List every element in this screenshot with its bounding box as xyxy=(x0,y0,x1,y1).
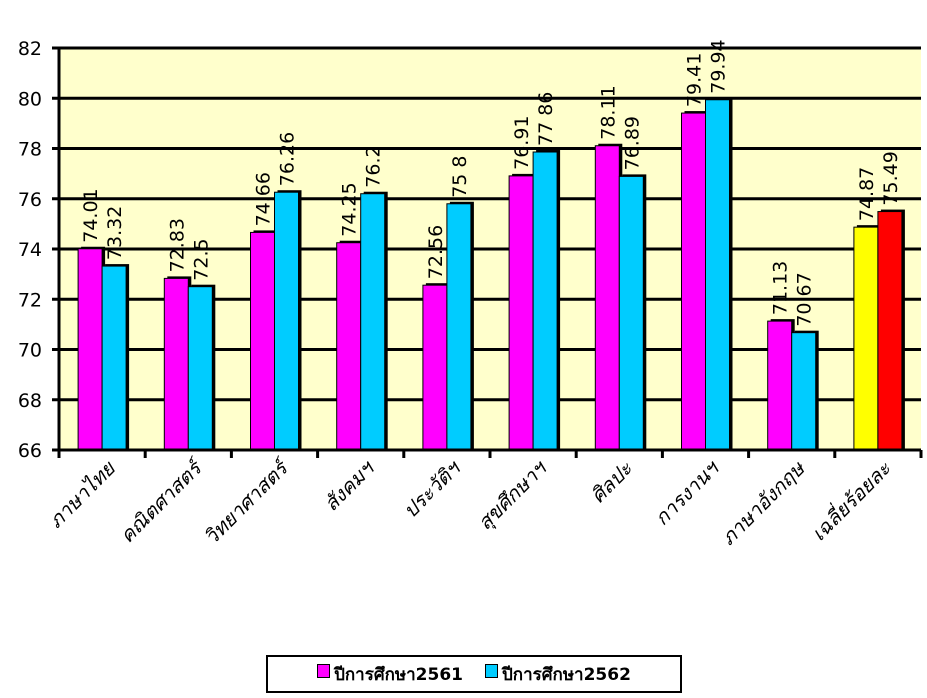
y-tick-label: 66 xyxy=(18,440,42,462)
bar-0-7 xyxy=(681,112,706,451)
bar-0-2 xyxy=(250,231,275,451)
y-tick-label: 78 xyxy=(18,139,42,161)
x-category-label: คณิตศาสตร์ xyxy=(115,454,209,548)
data-label: 76.89 xyxy=(621,116,643,170)
data-label: 75 8 xyxy=(449,155,471,197)
x-category-label: ภาษาไทย xyxy=(43,456,120,533)
data-label: 71.13 xyxy=(770,261,792,315)
data-label: 79.94 xyxy=(708,39,730,93)
bar-1-3 xyxy=(360,193,386,451)
bar-1-2 xyxy=(274,191,299,451)
bars xyxy=(77,97,905,451)
bar-0-4 xyxy=(422,284,448,451)
bar-1-4 xyxy=(446,203,472,451)
legend-label-2561: ปีการศึกษา2561 xyxy=(334,664,463,685)
y-tick-label: 68 xyxy=(18,390,42,412)
x-category-label: ศิลปะ xyxy=(586,456,638,508)
x-category-label: ประวัติฯ xyxy=(398,455,465,522)
bar-0-0 xyxy=(77,248,103,451)
data-label: 77 86 xyxy=(535,92,557,146)
data-label: 74.01 xyxy=(80,188,102,242)
bar-1-5 xyxy=(532,151,558,451)
data-label: 72.5 xyxy=(190,238,212,280)
data-label: 76.91 xyxy=(511,115,533,169)
legend: ปีการศึกษา2561 ปีการศึกษา2562 xyxy=(266,655,682,693)
bar-1-7 xyxy=(705,99,730,451)
x-category-label: สังคมฯ xyxy=(319,455,379,515)
data-label: 76.2 xyxy=(363,145,385,187)
bar-0-6 xyxy=(594,145,620,451)
y-tick-label: 80 xyxy=(18,88,42,110)
x-category-label: การงานฯ xyxy=(650,455,725,530)
legend-swatch-2561 xyxy=(317,664,331,678)
legend-item-2561: ปีการศึกษา2561 xyxy=(317,661,463,688)
bar-0-9 xyxy=(853,226,879,451)
data-label: 76.26 xyxy=(277,132,299,186)
legend-item-2562: ปีการศึกษา2562 xyxy=(485,661,631,688)
data-label: 72.83 xyxy=(166,218,188,272)
bar-1-8 xyxy=(791,332,817,451)
bar-0-5 xyxy=(508,175,534,451)
bar-1-9 xyxy=(877,211,903,451)
x-category-label: ภาษาอังกฤษ xyxy=(716,455,811,550)
data-label: 72.56 xyxy=(425,225,447,279)
data-labels: 74.01 72.83 74.66 74.25 72.56 76.91 78.11 79.41… xyxy=(80,39,902,326)
y-tick-label: 74 xyxy=(18,239,42,261)
legend-label-2562: ปีการศึกษา2562 xyxy=(502,664,631,685)
data-label: 74.87 xyxy=(856,167,878,221)
bar-1-6 xyxy=(618,175,644,451)
x-category-label: สุขศึกษาฯ xyxy=(473,455,553,535)
bar-1-0 xyxy=(101,265,127,451)
y-tick-label: 72 xyxy=(18,289,42,311)
bar-1-1 xyxy=(187,286,213,451)
bar-0-8 xyxy=(767,320,793,451)
data-label: 70.67 xyxy=(794,272,816,326)
data-label: 74.25 xyxy=(339,182,361,236)
y-tick-label: 70 xyxy=(18,340,42,362)
data-label: 74.66 xyxy=(253,172,275,226)
data-label: 73.32 xyxy=(104,206,126,260)
data-label: 78.11 xyxy=(597,85,619,139)
legend-swatch-2562 xyxy=(485,664,498,678)
bar-0-3 xyxy=(336,242,362,451)
data-label: 79.41 xyxy=(684,53,706,107)
bar-0-1 xyxy=(163,277,189,451)
axes xyxy=(52,46,923,458)
data-label: 75.49 xyxy=(880,151,902,205)
y-tick-label: 76 xyxy=(18,189,42,211)
y-tick-label: 82 xyxy=(18,38,42,60)
x-category-label: เฉลี่ยร้อยละ xyxy=(805,454,896,545)
x-category-label: วิทยาศาสตร์ xyxy=(199,454,295,550)
